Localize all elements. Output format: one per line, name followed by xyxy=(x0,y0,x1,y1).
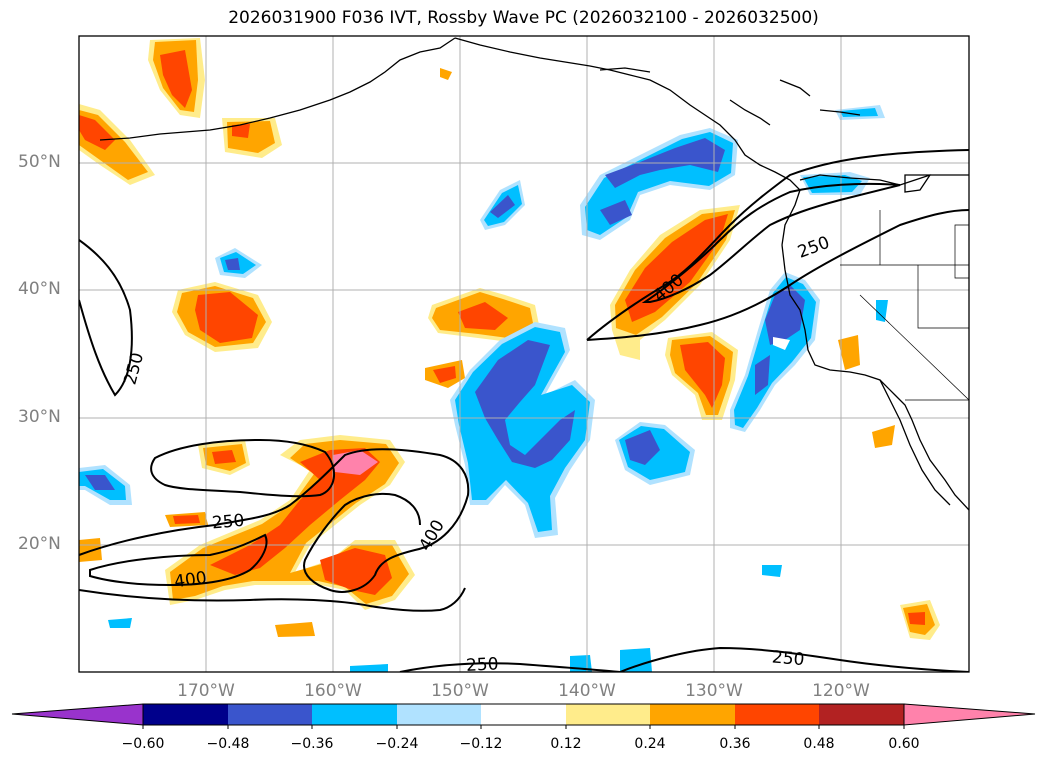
colorbar-tick-label: −0.12 xyxy=(459,736,503,752)
chart-title: 2026031900 F036 IVT, Rossby Wave PC (202… xyxy=(228,8,819,28)
contour-400-ne xyxy=(586,149,969,341)
gridlines xyxy=(79,36,969,672)
alaska-coast xyxy=(99,37,456,141)
warm-region-north-1-core xyxy=(160,50,192,108)
negative-anomaly-regions xyxy=(79,105,888,672)
contour-250-west xyxy=(79,239,133,397)
contour-label-250-southeast: 250 xyxy=(771,647,805,670)
colorbar-extend-right xyxy=(903,703,1036,726)
colorbar-tick-label: −0.24 xyxy=(375,736,419,752)
colorbar-tick-label: 0.36 xyxy=(719,736,751,752)
lat-label-50n: 50°N xyxy=(18,152,61,172)
contour-400-sw xyxy=(89,533,268,587)
colorbar-tick-label: 0.60 xyxy=(888,736,920,752)
lon-label-160w: 160°W xyxy=(304,681,362,701)
colorbar-tick-label: 0.48 xyxy=(803,736,835,752)
lon-label-120w: 120°W xyxy=(812,681,870,701)
colorbar-extend-left xyxy=(11,703,144,726)
positive-anomaly-regions xyxy=(79,38,940,640)
colorbar-tick-label: −0.60 xyxy=(121,736,165,752)
map-border xyxy=(78,35,970,673)
lon-label-140w: 140°W xyxy=(558,681,616,701)
colorbar xyxy=(11,703,1036,729)
lon-label-170w: 170°W xyxy=(177,681,235,701)
colorbar-tick-label: 0.24 xyxy=(634,736,666,752)
contour-400-inner xyxy=(641,182,901,303)
lat-label-30n: 30°N xyxy=(18,407,61,427)
contour-250-south xyxy=(399,646,969,672)
lon-label-130w: 130°W xyxy=(685,681,743,701)
lat-label-20n: 20°N xyxy=(18,534,61,554)
us-west-coast xyxy=(781,244,969,511)
pc-contours xyxy=(79,149,969,672)
colorbar-tick-label: −0.48 xyxy=(206,736,250,752)
colorbar-tick-label: −0.36 xyxy=(290,736,334,752)
lat-label-40n: 40°N xyxy=(18,279,61,299)
canada-inland xyxy=(799,174,969,186)
coastlines xyxy=(99,37,969,511)
contour-250-main xyxy=(79,448,470,612)
colorbar-tick-label: 0.12 xyxy=(550,736,582,752)
contour-250-subtrop xyxy=(150,438,335,498)
contour-label-250-south: 250 xyxy=(466,654,499,676)
contour-label-400-sw: 400 xyxy=(173,568,208,592)
contour-label-250-subtrop: 250 xyxy=(211,511,245,534)
lon-label-150w: 150°W xyxy=(431,681,489,701)
